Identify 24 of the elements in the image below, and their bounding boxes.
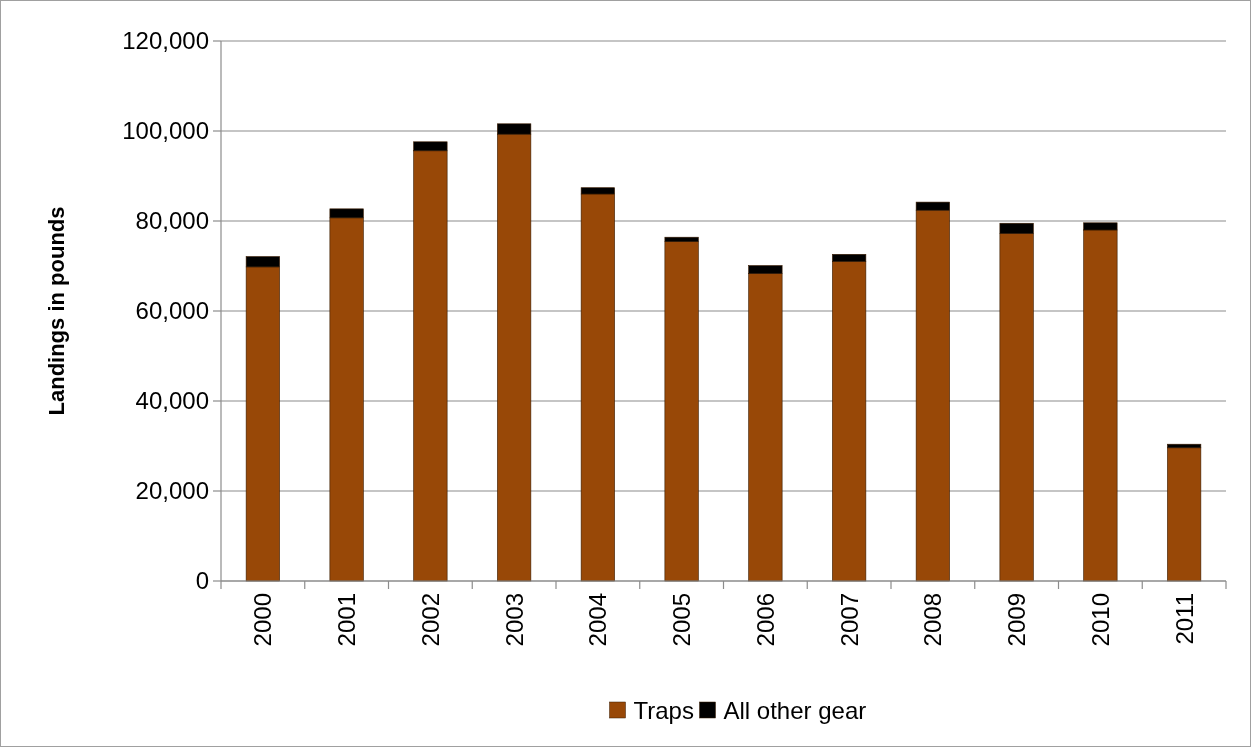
y-tick-label: 40,000 [135,387,209,415]
legend-label: All other gear [723,697,867,725]
x-tick-label: 2000 [249,593,277,647]
y-tick-label: 120,000 [122,27,209,55]
x-tick-label: 2003 [500,593,528,647]
y-tick-label: 60,000 [135,297,209,325]
bar [1167,447,1202,582]
y-axis-title: Landings in pounds [44,206,69,416]
x-tick-label: 2011 [1170,593,1198,645]
x-tick-label: 2001 [333,593,361,647]
x-tick-label: 2010 [1086,593,1114,647]
x-tick-label: 2002 [416,593,444,647]
x-tick-label: 2007 [835,593,863,647]
bar [664,241,699,582]
y-tick-label: 20,000 [135,477,209,505]
x-tick-label: 2005 [668,593,696,647]
x-tick-label: 2004 [584,593,612,647]
x-tick-label: 2006 [751,593,779,647]
legend-label: Traps [633,697,694,725]
y-tick-label: 100,000 [122,117,209,145]
y-tick-label: 80,000 [135,207,209,235]
x-tick-label: 2008 [919,593,947,647]
y-tick-label: 0 [195,567,209,595]
x-tick-label: 2009 [1003,593,1031,647]
